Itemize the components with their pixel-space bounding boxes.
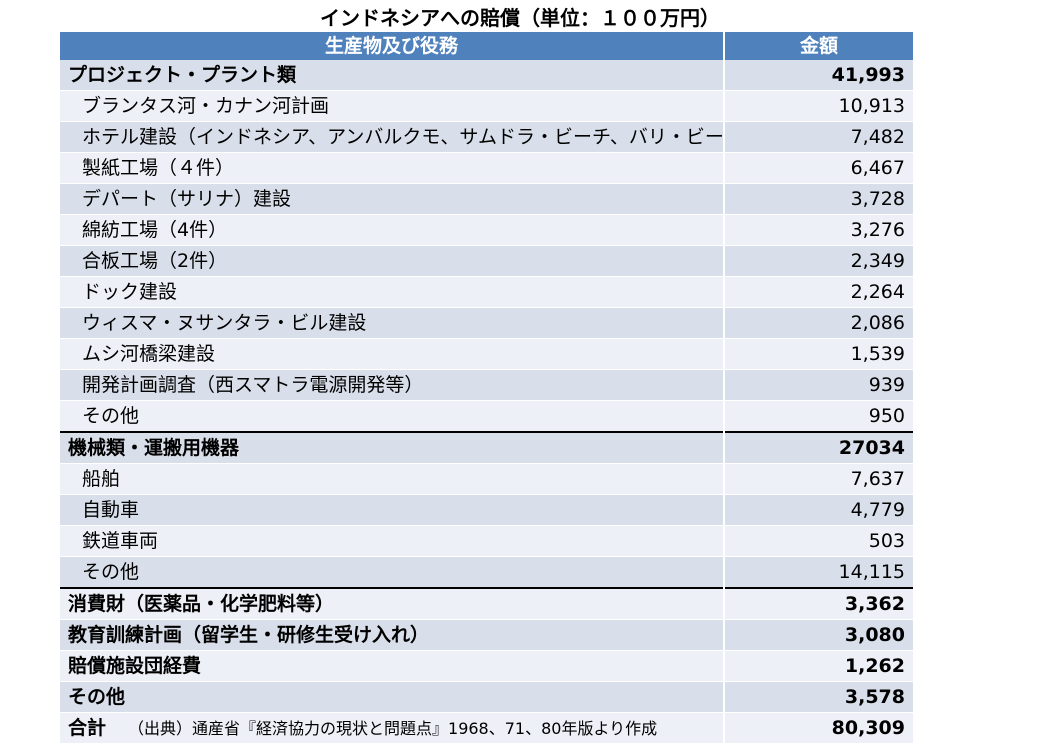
row-amount: 503: [724, 525, 913, 557]
category-row-training: 教育訓練計画（留学生・研修生受け入れ） 3,080: [60, 619, 913, 651]
source-note: （出典）通産省『経済協力の現状と問題点』1968、71、80年版より作成: [128, 718, 658, 738]
category-row-consumer-goods: 消費財（医薬品・化学肥料等） 3,362: [60, 587, 913, 620]
category-row-machinery: 機械類・運搬用機器 27034: [60, 431, 913, 464]
category-row-mission-expenses: 賠償施設団経費 1,262: [60, 650, 913, 682]
row-label: デパート（サリナ）建設: [60, 183, 725, 215]
row-amount: 3,276: [724, 214, 913, 246]
table-row: ムシ河橋梁建設 1,539: [60, 338, 913, 370]
row-label: その他: [60, 681, 725, 713]
table-row: 開発計画調査（西スマトラ電源開発等） 939: [60, 369, 913, 401]
row-label: ドック建設: [60, 276, 725, 308]
row-amount: 3,362: [724, 587, 913, 620]
row-label: ブランタス河・カナン河計画: [60, 90, 725, 122]
row-label: 製紙工場（４件）: [60, 152, 725, 184]
row-amount: 7,637: [724, 463, 913, 495]
row-label: その他: [60, 556, 725, 589]
row-amount: 3,578: [724, 681, 913, 713]
row-amount: 14,115: [724, 556, 913, 589]
table-row: ドック建設 2,264: [60, 276, 913, 308]
reparations-table: 生産物及び役務 金額 プロジェクト・プラント類 41,993 ブランタス河・カナ…: [60, 32, 913, 744]
row-amount: 7,482: [724, 121, 913, 153]
row-amount: 3,080: [724, 619, 913, 651]
table-row: ウィスマ・ヌサンタラ・ビル建設 2,086: [60, 307, 913, 339]
table-row: 合板工場（2件） 2,349: [60, 245, 913, 277]
row-label: 綿紡工場（4件）: [60, 214, 725, 246]
row-amount: 3,728: [724, 183, 913, 215]
table-row: その他 950: [60, 400, 913, 433]
table-row: ブランタス河・カナン河計画 10,913: [60, 90, 913, 122]
row-amount: 6,467: [724, 152, 913, 184]
row-amount: 10,913: [724, 90, 913, 122]
row-label: 自動車: [60, 494, 725, 526]
row-label: その他: [60, 400, 725, 433]
row-label: ホテル建設（インドネシア、アンバルクモ、サムドラ・ビーチ、バリ・ビーチ）: [60, 121, 725, 153]
total-amount: 80,309: [724, 712, 913, 744]
row-label: 鉄道車両: [60, 525, 725, 557]
header-item: 生産物及び役務: [60, 32, 725, 60]
header-amount: 金額: [724, 32, 913, 60]
table-title: インドネシアへの賠償（単位：１００万円）: [320, 6, 720, 30]
total-row: 合計 （出典）通産省『経済協力の現状と問題点』1968、71、80年版より作成 8…: [60, 712, 913, 744]
row-label: 機械類・運搬用機器: [60, 431, 725, 464]
row-amount: 27034: [724, 431, 913, 464]
row-amount: 939: [724, 369, 913, 401]
row-amount: 1,262: [724, 650, 913, 682]
category-row-other: その他 3,578: [60, 681, 913, 713]
row-label: ウィスマ・ヌサンタラ・ビル建設: [60, 307, 725, 339]
row-label: プロジェクト・プラント類: [60, 60, 725, 91]
row-label: 教育訓練計画（留学生・研修生受け入れ）: [60, 619, 725, 651]
table-row: ホテル建設（インドネシア、アンバルクモ、サムドラ・ビーチ、バリ・ビーチ） 7,4…: [60, 121, 913, 153]
row-label: ムシ河橋梁建設: [60, 338, 725, 370]
row-label: 消費財（医薬品・化学肥料等）: [60, 587, 725, 620]
category-row-projects: プロジェクト・プラント類 41,993: [60, 60, 913, 91]
table-row: その他 14,115: [60, 556, 913, 589]
row-amount: 4,779: [724, 494, 913, 526]
row-label: 賠償施設団経費: [60, 650, 725, 682]
row-amount: 2,264: [724, 276, 913, 308]
table-row: 自動車 4,779: [60, 494, 913, 526]
row-label: 開発計画調査（西スマトラ電源開発等）: [60, 369, 725, 401]
total-cell: 合計 （出典）通産省『経済協力の現状と問題点』1968、71、80年版より作成: [60, 712, 725, 744]
header-row: 生産物及び役務 金額: [60, 32, 913, 60]
row-label: 合板工場（2件）: [60, 245, 725, 277]
row-amount: 2,086: [724, 307, 913, 339]
row-amount: 950: [724, 400, 913, 433]
table-row: デパート（サリナ）建設 3,728: [60, 183, 913, 215]
row-amount: 1,539: [724, 338, 913, 370]
table-row: 製紙工場（４件） 6,467: [60, 152, 913, 184]
table-row: 鉄道車両 503: [60, 525, 913, 557]
row-label: 船舶: [60, 463, 725, 495]
table-row: 綿紡工場（4件） 3,276: [60, 214, 913, 246]
table-row: 船舶 7,637: [60, 463, 913, 495]
row-amount: 41,993: [724, 60, 913, 91]
row-amount: 2,349: [724, 245, 913, 277]
